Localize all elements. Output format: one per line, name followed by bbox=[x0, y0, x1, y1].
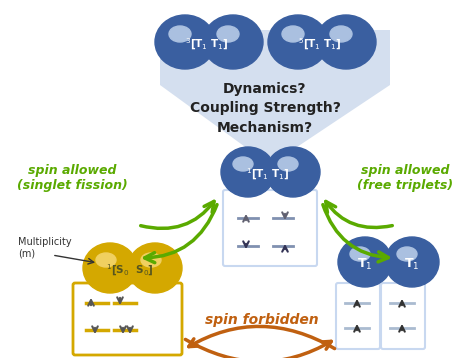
Ellipse shape bbox=[83, 243, 137, 293]
FancyArrowPatch shape bbox=[189, 326, 335, 349]
Text: spin forbidden: spin forbidden bbox=[205, 313, 319, 327]
Ellipse shape bbox=[338, 237, 392, 287]
Text: $^3$[T$_1$ T$_1$]: $^3$[T$_1$ T$_1$] bbox=[185, 36, 229, 52]
Ellipse shape bbox=[316, 15, 376, 69]
Ellipse shape bbox=[278, 157, 298, 171]
Ellipse shape bbox=[266, 147, 320, 197]
Ellipse shape bbox=[155, 15, 215, 69]
FancyArrowPatch shape bbox=[326, 202, 392, 228]
Ellipse shape bbox=[128, 243, 182, 293]
Ellipse shape bbox=[169, 26, 191, 42]
Text: $^1$[S$_0$  S$_0$]: $^1$[S$_0$ S$_0$] bbox=[106, 262, 154, 278]
Ellipse shape bbox=[268, 15, 328, 69]
Text: spin allowed
(free triplets): spin allowed (free triplets) bbox=[357, 164, 453, 192]
Ellipse shape bbox=[203, 15, 263, 69]
Ellipse shape bbox=[330, 26, 352, 42]
Text: $^5$[T$_1$ T$_1$]: $^5$[T$_1$ T$_1$] bbox=[298, 36, 342, 52]
Ellipse shape bbox=[221, 147, 275, 197]
Ellipse shape bbox=[385, 237, 439, 287]
FancyBboxPatch shape bbox=[336, 283, 380, 349]
Ellipse shape bbox=[217, 26, 239, 42]
FancyArrowPatch shape bbox=[145, 205, 217, 263]
Text: Dynamics?
Coupling Strength?
Mechanism?: Dynamics? Coupling Strength? Mechanism? bbox=[190, 82, 340, 135]
FancyArrowPatch shape bbox=[323, 205, 388, 262]
FancyBboxPatch shape bbox=[223, 190, 317, 266]
Text: T$_1$: T$_1$ bbox=[357, 256, 373, 272]
FancyArrowPatch shape bbox=[185, 339, 331, 358]
FancyBboxPatch shape bbox=[73, 283, 182, 355]
Text: spin allowed
(singlet fission): spin allowed (singlet fission) bbox=[17, 164, 128, 192]
Text: $^1$[T$_1$ T$_1$]: $^1$[T$_1$ T$_1$] bbox=[246, 166, 290, 182]
Ellipse shape bbox=[350, 247, 370, 261]
Ellipse shape bbox=[233, 157, 253, 171]
Ellipse shape bbox=[397, 247, 417, 261]
Polygon shape bbox=[160, 30, 390, 165]
Text: Multiplicity
(m): Multiplicity (m) bbox=[18, 237, 72, 259]
Ellipse shape bbox=[141, 253, 161, 267]
Ellipse shape bbox=[282, 26, 304, 42]
FancyBboxPatch shape bbox=[381, 283, 425, 349]
Ellipse shape bbox=[96, 253, 116, 267]
Text: T$_1$: T$_1$ bbox=[404, 256, 419, 272]
FancyArrowPatch shape bbox=[141, 201, 214, 228]
